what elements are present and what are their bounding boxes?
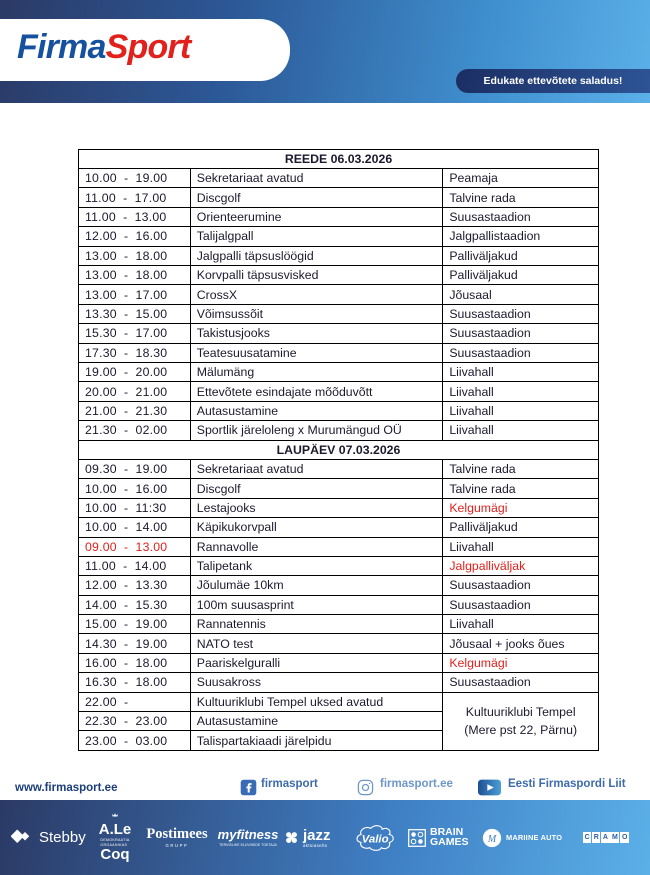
- svg-text:Valio: Valio: [362, 833, 389, 845]
- svg-text:M: M: [487, 833, 497, 844]
